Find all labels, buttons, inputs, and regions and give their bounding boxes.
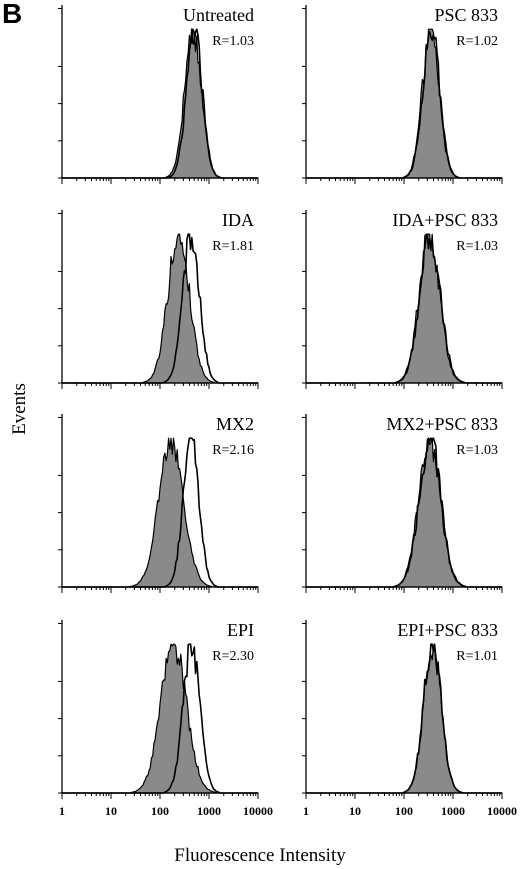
x-tick-label: 1	[303, 804, 309, 818]
panel-letter: B	[2, 0, 23, 29]
histogram-panel: IDA R=1.81	[58, 210, 259, 389]
x-tick-label: 10	[349, 804, 361, 818]
ratio-label: R=1.03	[456, 239, 498, 254]
panel-title: EPI	[227, 620, 254, 640]
ratio-label: R=1.01	[456, 649, 498, 664]
histogram-panel: PSC 833 R=1.02	[302, 5, 503, 184]
histogram-outline-series	[306, 31, 502, 179]
x-tick-label: 100	[151, 804, 169, 818]
histogram-panel: 1 10 100 1000 10000 EPI+PSC 833 R=1.01	[302, 620, 517, 818]
panel-title: Untreated	[183, 5, 254, 25]
histogram-filled-series	[61, 28, 259, 179]
x-tick-label: 10000	[243, 804, 273, 818]
histogram-panel: MX2+PSC 833 R=1.03	[302, 414, 503, 593]
histogram-filled-series	[305, 28, 503, 179]
x-tick-label: 1000	[441, 804, 465, 818]
panel-title: IDA+PSC 833	[392, 210, 498, 230]
histogram-outline-series	[306, 437, 502, 588]
histogram-filled-series	[61, 233, 259, 384]
histogram-outline-series	[62, 28, 258, 179]
ratio-label: R=2.16	[212, 443, 254, 458]
ratio-label: R=1.02	[456, 34, 498, 49]
ratio-label: R=1.03	[212, 34, 254, 49]
histogram-filled-series	[305, 643, 503, 794]
histogram-filled-series	[61, 437, 259, 588]
panel-title: MX2+PSC 833	[386, 414, 498, 434]
panel-title: PSC 833	[434, 5, 498, 25]
histogram-filled-series	[305, 233, 503, 384]
x-tick-label: 10	[105, 804, 117, 818]
x-axis-label: Fluorescence Intensity	[174, 845, 346, 866]
histogram-outline-series	[306, 233, 502, 384]
histogram-filled-series	[305, 437, 503, 588]
x-tick-label: 100	[395, 804, 413, 818]
x-tick-label: 1	[59, 804, 65, 818]
histogram-panel: IDA+PSC 833 R=1.03	[302, 210, 503, 389]
histogram-panel: MX2 R=2.16	[58, 414, 259, 593]
panel-title: EPI+PSC 833	[397, 620, 498, 640]
histogram-panel: Untreated R=1.03	[58, 5, 259, 184]
histogram-outline-series	[306, 643, 502, 794]
histogram-panel: 1 10 100 1000 10000 EPI R=2.30	[58, 620, 273, 818]
panel-title: MX2	[216, 414, 254, 434]
x-tick-label: 1000	[197, 804, 221, 818]
ratio-label: R=1.03	[456, 443, 498, 458]
ratio-label: R=1.81	[212, 239, 254, 254]
ratio-label: R=2.30	[212, 649, 254, 664]
histogram-filled-series	[61, 643, 259, 794]
x-tick-label: 10000	[487, 804, 517, 818]
panel-title: IDA	[222, 210, 254, 230]
